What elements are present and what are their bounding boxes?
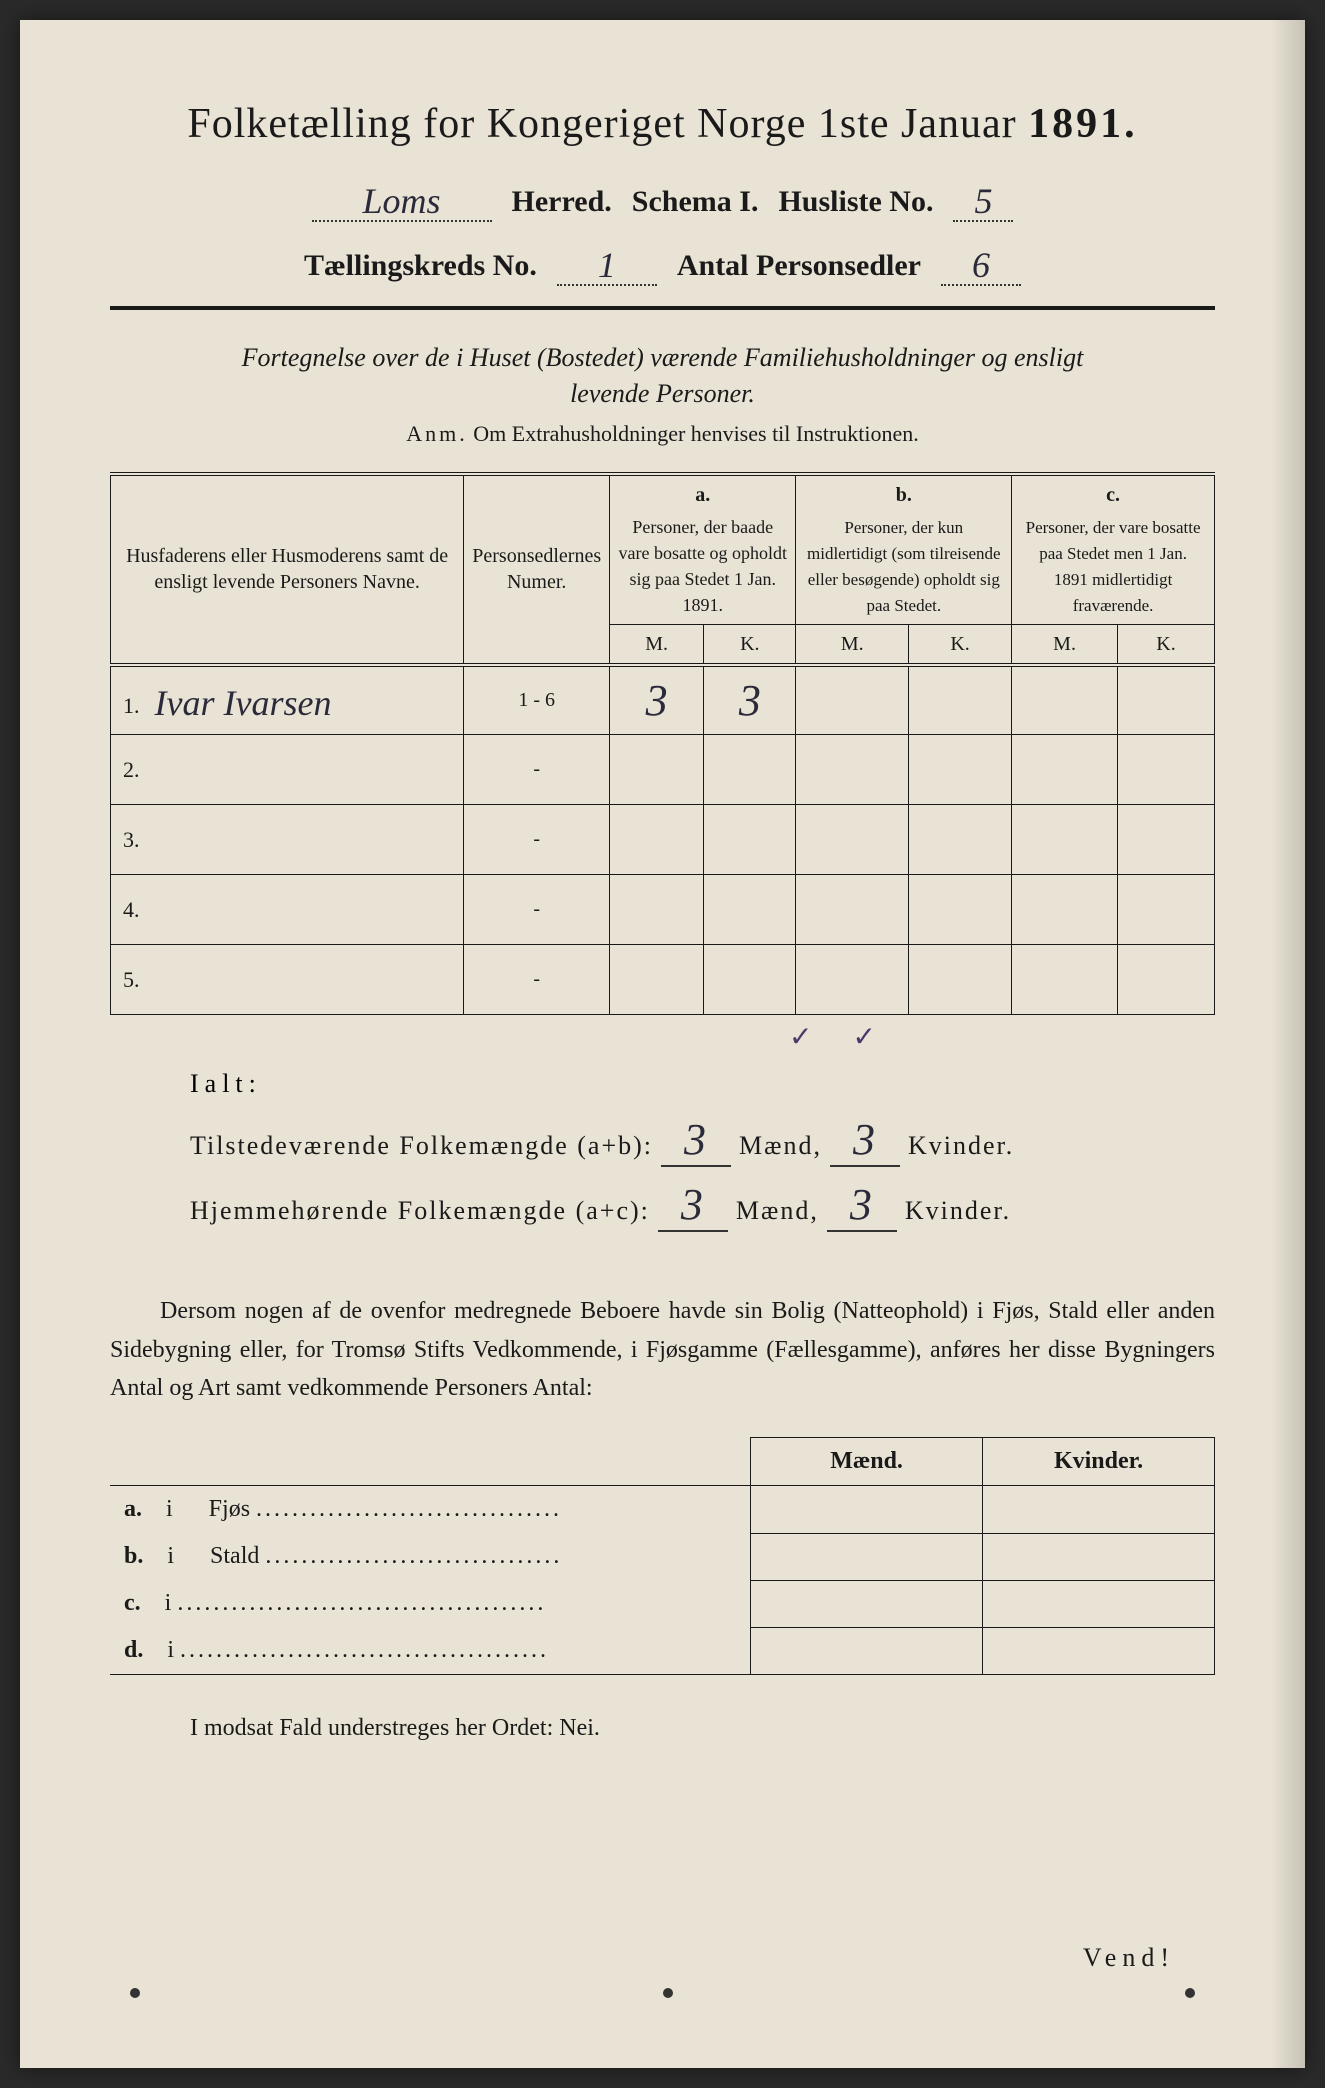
husliste-value: 5 <box>974 181 992 221</box>
table-row: 3. - <box>111 805 1215 875</box>
kreds-label: Tællingskreds No. <box>304 249 537 283</box>
modsat-line: I modsat Fald understreges her Ordet: Ne… <box>190 1715 1215 1742</box>
header-row-2: Tællingskreds No. 1 Antal Personsedler 6 <box>110 242 1215 286</box>
table-row: 5. - <box>111 945 1215 1015</box>
summary-resident: Hjemmehørende Folkemængde (a+c): 3 Mænd,… <box>190 1179 1215 1232</box>
cell-name: 4. <box>111 875 464 945</box>
cell-name: 3. <box>111 805 464 875</box>
sidebygning-row: a. i Fjøs ..............................… <box>110 1486 1215 1534</box>
ialt-label: Ialt: <box>190 1069 1215 1099</box>
present-k-field: 3 <box>830 1114 900 1167</box>
totals-section: Ialt: Tilstedeværende Folkemængde (a+b):… <box>190 1069 1215 1232</box>
vend-label: Vend! <box>1083 1943 1175 1973</box>
sidebygning-row: d. i ...................................… <box>110 1627 1215 1675</box>
cell-a-m: 3 <box>610 665 704 735</box>
cell-a-k: 3 <box>704 665 796 735</box>
cell-sedler: - <box>464 805 610 875</box>
header-row-1: Loms Herred. Schema I. Husliste No. 5 <box>110 178 1215 222</box>
subtitle-line2: levende Personer. <box>570 379 755 408</box>
sidebygning-row: c. i ...................................… <box>110 1580 1215 1627</box>
punch-hole-icon <box>130 1988 140 1998</box>
col-c-m: M. <box>1012 624 1118 665</box>
kreds-field: 1 <box>557 242 657 286</box>
punch-hole-icon <box>1185 1988 1195 1998</box>
personsedler-field: 6 <box>941 242 1021 286</box>
col-kvinder-header: Kvinder. <box>983 1438 1215 1486</box>
resident-k-field: 3 <box>827 1179 897 1232</box>
checkmarks: ✓✓ <box>110 1020 1215 1054</box>
herred-field: Loms <box>312 178 492 222</box>
personsedler-value: 6 <box>972 245 990 285</box>
schema-label: Schema I. <box>632 185 759 219</box>
table-row: 2. - <box>111 735 1215 805</box>
col-maend-header: Mænd. <box>751 1438 983 1486</box>
cell-c-k <box>1118 665 1215 735</box>
herred-label: Herred. <box>512 185 612 219</box>
husliste-field: 5 <box>953 178 1013 222</box>
col-c-k: K. <box>1118 624 1215 665</box>
col-a-k: K. <box>704 624 796 665</box>
kreds-value: 1 <box>598 245 616 285</box>
col-b-header: b. Personer, der kun midlertidigt (som t… <box>796 474 1012 625</box>
cell-sedler: - <box>464 735 610 805</box>
anm-label: Anm. <box>406 421 468 446</box>
table-body: 1. Ivar Ivarsen 1 - 6 3 3 2. - 3. - <box>111 665 1215 1015</box>
subtitle-line1: Fortegnelse over de i Huset (Bostedet) v… <box>242 343 1084 372</box>
census-table: Husfaderens eller Husmoderens samt de en… <box>110 472 1215 1016</box>
col-b-k: K. <box>909 624 1012 665</box>
anm-text: Om Extrahusholdninger henvises til Instr… <box>473 421 918 446</box>
col-a-header: a. Personer, der baade vare bosatte og o… <box>610 474 796 625</box>
col-b-m: M. <box>796 624 909 665</box>
title-text: Folketælling for Kongeriget Norge 1ste J… <box>187 101 1016 147</box>
col-c-header: c. Personer, der vare bosatte paa Stedet… <box>1012 474 1215 625</box>
cell-sedler: - <box>464 875 610 945</box>
table-row: 1. Ivar Ivarsen 1 - 6 3 3 <box>111 665 1215 735</box>
cell-sedler: 1 - 6 <box>464 665 610 735</box>
cell-name: 5. <box>111 945 464 1015</box>
title-year: 1891. <box>1028 101 1138 147</box>
cell-sedler: - <box>464 945 610 1015</box>
col-names-header: Husfaderens eller Husmoderens samt de en… <box>111 474 464 665</box>
sidebygning-paragraph: Dersom nogen af de ovenfor medregnede Be… <box>110 1292 1215 1407</box>
person-name: Ivar Ivarsen <box>155 683 332 723</box>
anm-note: Anm. Om Extrahusholdninger henvises til … <box>110 421 1215 447</box>
census-form-page: Folketælling for Kongeriget Norge 1ste J… <box>20 20 1305 2068</box>
main-title: Folketælling for Kongeriget Norge 1ste J… <box>110 100 1215 148</box>
sidebygning-table: Mænd. Kvinder. a. i Fjøs ...............… <box>110 1437 1215 1675</box>
punch-hole-icon <box>663 1988 673 1998</box>
cell-b-m <box>796 665 909 735</box>
col-a-m: M. <box>610 624 704 665</box>
cell-c-m <box>1012 665 1118 735</box>
col-sedler-header: Personsedlernes Numer. <box>464 474 610 665</box>
sidebygning-row: b. i Stald .............................… <box>110 1533 1215 1580</box>
personsedler-label: Antal Personsedler <box>677 249 921 283</box>
divider-rule <box>110 306 1215 310</box>
herred-value: Loms <box>363 181 441 221</box>
husliste-label: Husliste No. <box>778 185 933 219</box>
resident-m-field: 3 <box>658 1179 728 1232</box>
cell-name: 2. <box>111 735 464 805</box>
cell-name: 1. Ivar Ivarsen <box>111 665 464 735</box>
present-m-field: 3 <box>661 1114 731 1167</box>
cell-b-k <box>909 665 1012 735</box>
table-row: 4. - <box>111 875 1215 945</box>
summary-present: Tilstedeværende Folkemængde (a+b): 3 Mæn… <box>190 1114 1215 1167</box>
subtitle: Fortegnelse over de i Huset (Bostedet) v… <box>110 340 1215 413</box>
